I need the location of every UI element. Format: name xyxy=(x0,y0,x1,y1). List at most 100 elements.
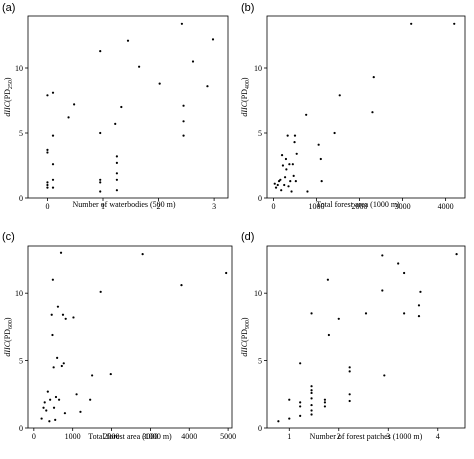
data-point xyxy=(99,190,102,193)
data-point xyxy=(310,409,313,412)
y-tick-label: 5 xyxy=(19,129,23,138)
data-point xyxy=(372,76,375,79)
y-tick-label: 0 xyxy=(258,194,262,203)
data-point xyxy=(320,180,323,183)
x-tick-label: 1 xyxy=(101,202,105,211)
panel-label: (c) xyxy=(2,231,15,243)
y-axis-label-paren: (PD xyxy=(240,89,249,102)
data-point xyxy=(364,312,368,315)
data-point xyxy=(43,401,46,404)
y-axis-label-subscript: 250 xyxy=(8,80,14,89)
data-point xyxy=(99,181,102,184)
data-point xyxy=(403,312,406,315)
data-point xyxy=(299,362,302,365)
x-axis-label: Number of waterbodies (500 m) xyxy=(72,200,175,209)
data-point xyxy=(211,38,215,41)
data-point xyxy=(288,163,291,166)
plot-frame xyxy=(27,245,233,429)
data-point xyxy=(281,164,285,167)
plot-frame xyxy=(266,245,466,429)
data-point xyxy=(283,183,286,187)
data-point xyxy=(348,399,351,403)
y-tick-label: 10 xyxy=(15,289,23,298)
data-point xyxy=(46,390,49,393)
plot-frame xyxy=(266,15,466,199)
data-point xyxy=(348,370,351,373)
data-point xyxy=(274,186,278,189)
data-point xyxy=(337,317,340,320)
data-point xyxy=(91,374,94,377)
data-point xyxy=(40,417,43,420)
data-point xyxy=(276,183,279,187)
panel-label: (a) xyxy=(2,2,15,14)
data-point xyxy=(115,172,118,175)
data-point xyxy=(348,393,351,396)
data-point xyxy=(182,104,185,107)
data-point xyxy=(109,372,112,376)
y-axis-label-paren: (PD xyxy=(240,329,249,342)
data-point xyxy=(61,313,65,316)
y-axis-label-close: ) xyxy=(240,77,249,80)
data-point xyxy=(54,418,57,422)
data-point xyxy=(319,157,322,161)
data-point xyxy=(287,185,290,188)
y-axis-label-paren: (PD xyxy=(3,329,12,342)
x-tick-label: 1000 xyxy=(309,202,325,211)
data-point xyxy=(52,366,55,369)
y-axis-label: dIIC(PD600) xyxy=(3,317,14,357)
data-point xyxy=(397,262,400,265)
data-point xyxy=(120,105,123,109)
panel-c: (c) 0 1000 2000 3000 4000 5000 0 5 10 Total forest… xyxy=(2,231,236,441)
panel-d: (d) 1 2 3 4 0 5 10 Number of forest patches (100… xyxy=(240,231,466,441)
data-point xyxy=(348,366,351,369)
plot-frame xyxy=(27,15,229,199)
data-point xyxy=(46,94,49,97)
data-point xyxy=(288,417,291,420)
x-axis-label: Total forest area (1000 m) xyxy=(88,432,172,441)
data-point xyxy=(42,406,45,409)
y-tick-label: 10 xyxy=(254,64,262,73)
y-tick-label: 0 xyxy=(19,424,23,433)
data-point xyxy=(51,186,55,189)
data-point xyxy=(290,190,293,193)
y-axis-label-subscript: 900 xyxy=(245,320,251,329)
y-axis-label-metric: dIIC xyxy=(3,341,12,356)
y-axis-label-close: ) xyxy=(240,317,249,320)
data-point xyxy=(381,254,384,257)
y-axis-label-metric: dIIC xyxy=(240,341,249,356)
data-point xyxy=(51,91,55,94)
y-tick-label: 5 xyxy=(258,129,262,138)
y-axis-label-subscript: 600 xyxy=(8,320,14,329)
data-point xyxy=(284,157,288,161)
data-point xyxy=(191,60,195,63)
x-tick-label: 2000 xyxy=(352,202,368,211)
data-point xyxy=(310,391,313,395)
y-axis-label-metric: dIIC xyxy=(3,101,12,116)
x-tick-label: 1000 xyxy=(65,432,81,441)
y-axis-label-metric: dIIC xyxy=(240,101,249,116)
data-point xyxy=(63,412,67,415)
data-point xyxy=(56,305,60,308)
data-point xyxy=(99,131,102,135)
y-axis-label-paren: (PD xyxy=(3,89,12,102)
data-point xyxy=(310,389,313,392)
data-point xyxy=(288,398,291,401)
x-tick-label: 3000 xyxy=(142,432,158,441)
data-point xyxy=(72,316,75,319)
data-point xyxy=(49,398,52,401)
y-tick-label: 10 xyxy=(15,64,23,73)
data-point xyxy=(115,161,118,164)
data-point xyxy=(46,186,49,189)
data-point xyxy=(299,414,302,417)
data-point xyxy=(299,401,302,404)
data-point xyxy=(310,413,313,416)
data-point xyxy=(99,178,102,181)
data-point xyxy=(417,304,421,307)
data-point xyxy=(67,116,70,119)
x-tick-label: 3000 xyxy=(395,202,411,211)
data-point xyxy=(410,22,413,25)
data-point xyxy=(289,180,292,183)
x-tick-label: 3 xyxy=(386,432,390,441)
data-point xyxy=(381,289,384,292)
data-point xyxy=(126,39,130,42)
